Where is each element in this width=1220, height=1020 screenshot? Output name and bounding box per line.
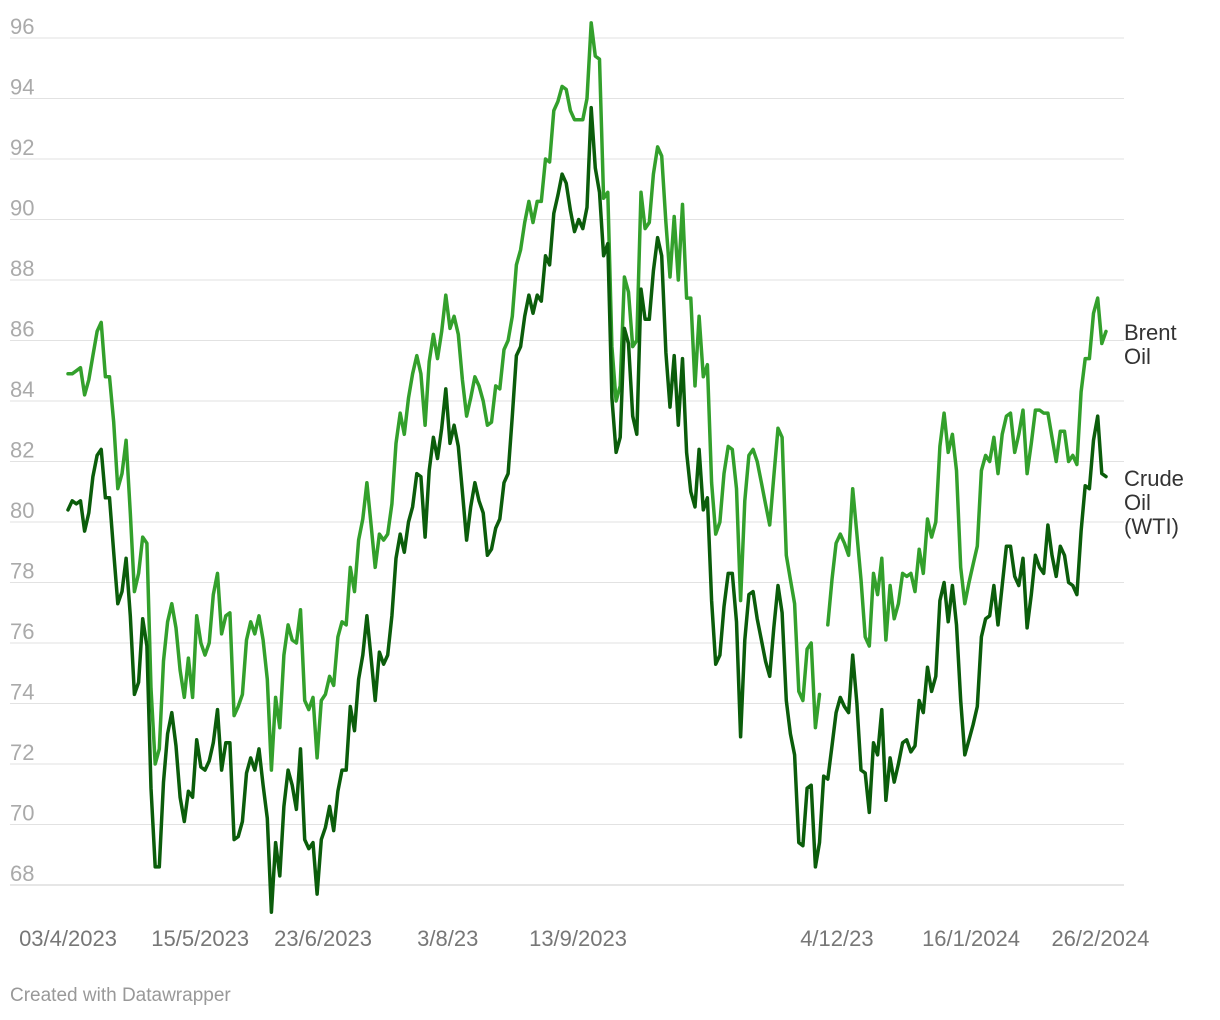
y-tick-label: 96 [10, 14, 34, 39]
y-tick-label: 88 [10, 256, 34, 281]
y-tick-label: 76 [10, 619, 34, 644]
footer-credit: Created with Datawrapper [10, 985, 231, 1006]
y-axis-ticks: 68 70 72 74 76 78 80 82 84 86 88 90 92 94 96 [10, 14, 34, 886]
y-tick-label: 94 [10, 75, 34, 100]
y-tick-label: 74 [10, 680, 34, 705]
x-tick-label: 23/6/2023 [274, 926, 372, 951]
x-tick-label: 15/5/2023 [151, 926, 249, 951]
y-tick-label: 90 [10, 196, 34, 221]
y-tick-label: 70 [10, 801, 34, 826]
y-tick-label: 72 [10, 740, 34, 765]
crude-oil-wti-line [66, 105, 1108, 914]
y-tick-label: 86 [10, 317, 34, 342]
wti-label-line2: Oil [1124, 490, 1151, 515]
wti-label-line3: (WTI) [1124, 514, 1179, 539]
y-tick-label: 82 [10, 438, 34, 463]
y-tick-label: 80 [10, 498, 34, 523]
y-tick-label: 78 [10, 559, 34, 584]
x-tick-label: 26/2/2024 [1051, 926, 1149, 951]
y-tick-label: 92 [10, 135, 34, 160]
x-tick-label: 03/4/2023 [19, 926, 117, 951]
brent-label-line2: Oil [1124, 344, 1151, 369]
series-labels: Brent Oil Crude Oil (WTI) [1124, 320, 1184, 539]
brent-oil-line [66, 21, 1108, 772]
wti-label-line1: Crude [1124, 466, 1184, 491]
x-tick-label: 16/1/2024 [922, 926, 1020, 951]
x-tick-label: 3/8/23 [417, 926, 478, 951]
brent-label-line1: Brent [1124, 320, 1177, 345]
series-lines [66, 21, 1108, 914]
x-tick-label: 13/9/2023 [529, 926, 627, 951]
y-tick-label: 68 [10, 861, 34, 886]
x-axis-ticks: 03/4/2023 15/5/2023 23/6/2023 3/8/23 13/9/20… [19, 926, 1149, 951]
x-tick-label: 4/12/23 [800, 926, 873, 951]
y-tick-label: 84 [10, 377, 34, 402]
